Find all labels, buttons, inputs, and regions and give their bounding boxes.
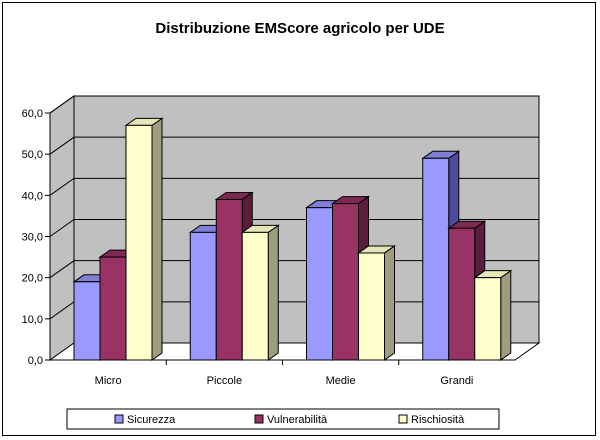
- gridline: [49, 136, 539, 155]
- y-tick-label: 0,0: [28, 355, 43, 367]
- bar-front: [99, 256, 127, 361]
- bar-front: [125, 124, 153, 361]
- legend-swatch: [114, 414, 124, 424]
- y-tick-label: 50,0: [22, 149, 43, 161]
- bar-front: [189, 231, 217, 361]
- legend-swatch: [398, 414, 408, 424]
- chart-title: Distribuzione EMScore agricolo per UDE: [155, 20, 444, 37]
- bar-front: [215, 198, 243, 361]
- bar-front: [306, 207, 333, 361]
- gridline: [49, 219, 539, 237]
- category-label: Micro: [95, 375, 122, 387]
- bar: [356, 245, 397, 361]
- gridline: [49, 177, 539, 196]
- bar: [473, 269, 513, 361]
- category-label: Piccole: [207, 375, 242, 387]
- y-tick-label: 30,0: [22, 232, 43, 244]
- legend-label: Sicurezza: [127, 414, 176, 426]
- y-tick-label: 20,0: [22, 273, 43, 285]
- bar-side: [267, 224, 279, 361]
- bar-side: [500, 269, 512, 361]
- bar-front: [358, 252, 385, 361]
- category-label: Grandi: [440, 375, 473, 387]
- bar: [240, 224, 280, 361]
- y-tick-label: 10,0: [22, 314, 43, 326]
- bar-front: [422, 157, 450, 361]
- legend-label: Rischiosità: [411, 414, 465, 426]
- bar-front: [332, 203, 359, 361]
- y-tick-label: 40,0: [22, 190, 43, 202]
- bar-front: [241, 231, 269, 361]
- bar-front: [73, 281, 101, 361]
- bar-side: [151, 117, 163, 361]
- y-tick-label: 60,0: [22, 108, 43, 120]
- legend-swatch: [254, 414, 264, 424]
- gridline: [49, 95, 539, 114]
- bar: [124, 117, 164, 361]
- bar-side: [384, 245, 395, 361]
- legend-label: Vulnerabilità: [267, 414, 328, 426]
- legend-box: [66, 408, 500, 430]
- category-label: Medie: [326, 375, 356, 387]
- bar-front: [448, 227, 476, 361]
- bar-front: [474, 277, 502, 361]
